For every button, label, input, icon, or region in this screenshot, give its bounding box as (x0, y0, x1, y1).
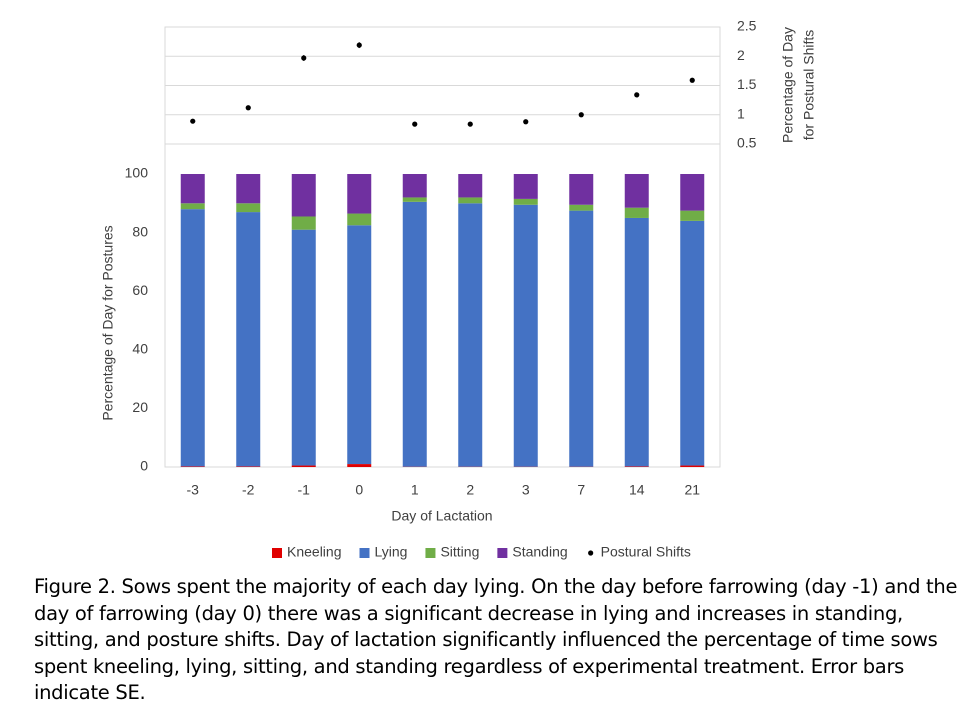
y2-tick-label: 1 (737, 105, 745, 121)
bar-segment (181, 203, 205, 209)
point (246, 105, 251, 110)
bar-segment (236, 203, 260, 212)
point (468, 122, 473, 127)
bar-segment (347, 225, 371, 464)
legend-label: Postural Shifts (601, 544, 691, 560)
x-tick-label: 21 (684, 482, 700, 498)
bar-segment (292, 230, 316, 466)
bar-segment (458, 203, 482, 466)
bar-segment (458, 197, 482, 203)
bar-segment (625, 174, 649, 208)
x-tick-label: 14 (629, 482, 645, 498)
x-tick-label: 1 (411, 482, 419, 498)
bar-segment (625, 466, 649, 467)
y2-tick-label: 2.5 (737, 18, 757, 34)
point (634, 92, 639, 97)
bar-segment (569, 174, 593, 205)
bar-segment (236, 212, 260, 466)
legend-marker (588, 550, 593, 555)
bar-segment (458, 174, 482, 197)
x-tick-label: -3 (187, 482, 200, 498)
bar-segment (514, 205, 538, 467)
point (412, 122, 417, 127)
bar-segment (569, 205, 593, 211)
bar-segment (181, 466, 205, 467)
y-axis-title: Percentage of Day for Postures (100, 225, 116, 420)
x-tick-label: -2 (242, 482, 255, 498)
bar-segment (347, 214, 371, 226)
legend-label: Sitting (440, 544, 479, 560)
x-tick-label: 2 (466, 482, 474, 498)
bar-segment (292, 216, 316, 229)
point (690, 78, 695, 83)
x-axis-title: Day of Lactation (391, 508, 492, 524)
x-tick-label: -1 (298, 482, 311, 498)
legend-marker (272, 548, 282, 558)
y-tick-label: 60 (132, 282, 148, 298)
bar-segment (236, 174, 260, 203)
bar-segment (347, 174, 371, 214)
bar-segment (680, 466, 704, 467)
x-tick-label: 7 (577, 482, 585, 498)
bar-segment (181, 209, 205, 466)
bar-segment (625, 218, 649, 466)
point (579, 112, 584, 117)
bar-segment (292, 466, 316, 467)
legend-marker (360, 548, 370, 558)
y2-axis-title: for Postural Shifts (801, 30, 817, 141)
bar-segment (403, 202, 427, 467)
legend-label: Standing (512, 544, 567, 560)
legend-marker (497, 548, 507, 558)
chart: Day of Lactation Percentage of Day for P… (0, 0, 976, 570)
y2-tick-label: 2 (737, 47, 745, 63)
bar-segment (403, 174, 427, 197)
bar-segment (403, 197, 427, 201)
bar-segment (680, 211, 704, 221)
y2-axis-title: Percentage of Day (780, 27, 796, 143)
point (357, 43, 362, 48)
bar-segment (680, 221, 704, 466)
bar-segment (181, 174, 205, 203)
legend-label: Lying (375, 544, 408, 560)
y-tick-label: 40 (132, 341, 148, 357)
y2-tick-label: 0.5 (737, 135, 757, 151)
bar-segment (347, 464, 371, 467)
point (301, 55, 306, 60)
x-tick-label: 0 (355, 482, 363, 498)
x-tick-label: 3 (522, 482, 530, 498)
bar-segment (514, 174, 538, 199)
y2-tick-label: 1.5 (737, 76, 757, 92)
page: {"chart_data": {"type": "stacked-bar-sca… (0, 0, 976, 691)
y-tick-label: 0 (140, 458, 148, 474)
bar-segment (625, 208, 649, 218)
point (523, 119, 528, 124)
bar-segment (514, 199, 538, 205)
bar-segment (569, 211, 593, 467)
bar-segment (292, 174, 316, 216)
caption: Figure 2. Sows spent the majority of eac… (34, 574, 969, 707)
bar-segment (680, 174, 704, 211)
y-tick-label: 80 (132, 223, 148, 239)
bar-segment (236, 466, 260, 467)
y-tick-label: 100 (125, 165, 149, 181)
y-tick-label: 20 (132, 399, 148, 415)
legend-marker (425, 548, 435, 558)
point (190, 119, 195, 124)
legend-label: Kneeling (287, 544, 342, 560)
